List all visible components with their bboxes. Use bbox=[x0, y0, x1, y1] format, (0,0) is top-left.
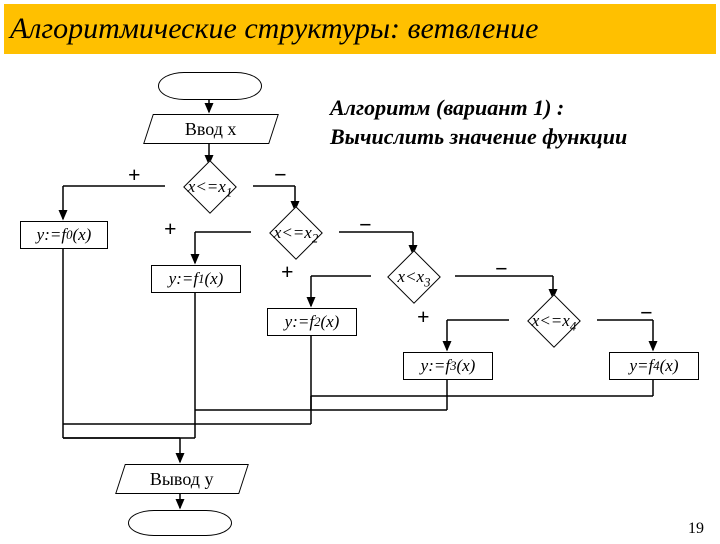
diamond-c4-label: x<=x4 bbox=[530, 311, 578, 334]
minus-3: − bbox=[495, 256, 508, 282]
title-bar: Алгоритмические структуры: ветвление bbox=[4, 4, 716, 54]
minus-1: − bbox=[274, 162, 287, 188]
output-label: Вывод y bbox=[150, 469, 214, 490]
flow-lines bbox=[0, 64, 720, 544]
plus-2: + bbox=[164, 216, 177, 242]
input-label: Ввод x bbox=[185, 119, 237, 140]
plus-1: + bbox=[128, 162, 141, 188]
plus-3: + bbox=[281, 259, 294, 285]
end-terminal bbox=[128, 510, 232, 536]
minus-2: − bbox=[359, 212, 372, 238]
rect-f3: y:=f3(x) bbox=[403, 352, 493, 380]
output-box: Вывод y bbox=[115, 464, 249, 494]
page-title: Алгоритмические структуры: ветвление bbox=[10, 12, 538, 45]
diamond-c3-label: x<x3 bbox=[394, 267, 434, 290]
minus-4: − bbox=[640, 300, 653, 326]
diamond-c1-label: x<=x1 bbox=[186, 177, 234, 200]
rect-f2: y:=f2(x) bbox=[267, 308, 357, 336]
input-box: Ввод x bbox=[143, 114, 279, 144]
plus-4: + bbox=[417, 304, 430, 330]
rect-f0: y:=f0(x) bbox=[20, 221, 108, 249]
start-terminal bbox=[158, 72, 262, 100]
rect-f4: y=f4(x) bbox=[609, 352, 699, 380]
diamond-c2-label: x<=x2 bbox=[272, 223, 320, 246]
slide-number: 19 bbox=[688, 520, 704, 538]
flowchart-canvas: Ввод x x<=x1 + − y:=f0(x) x<=x2 + − y:=f… bbox=[0, 64, 720, 544]
rect-f1: y:=f1(x) bbox=[151, 265, 241, 293]
